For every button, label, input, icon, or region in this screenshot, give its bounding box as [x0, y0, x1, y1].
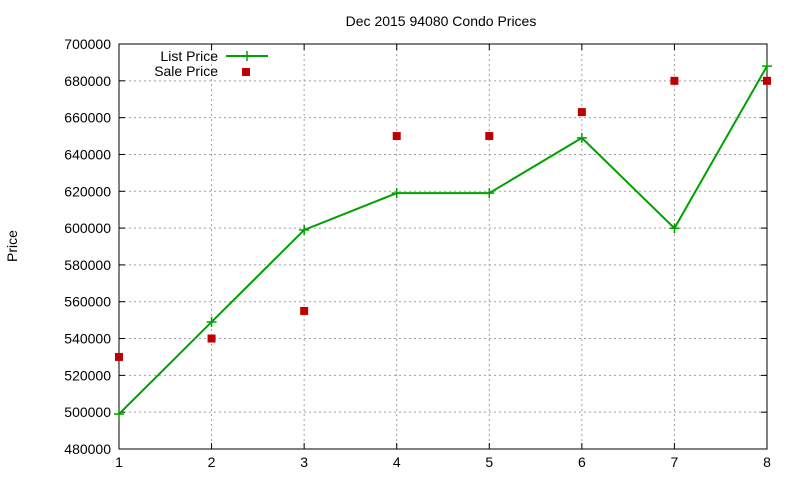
x-tick-label: 6 [578, 454, 586, 470]
x-tick-label: 4 [393, 454, 401, 470]
legend-label-sale-price: Sale Price [154, 63, 218, 79]
list-price-point [299, 224, 310, 235]
legend-marker-list-price [242, 51, 252, 61]
x-tick-label: 2 [208, 454, 216, 470]
list-price-point [669, 223, 680, 234]
list-price-point [114, 409, 124, 420]
sale-price-point [392, 132, 401, 141]
sale-price-point [577, 108, 586, 117]
y-tick-label: 660000 [64, 110, 111, 126]
y-tick-label: 560000 [64, 294, 111, 310]
series-1 [115, 76, 771, 361]
x-tick-label: 1 [115, 454, 123, 470]
plot-frame [118, 43, 768, 450]
list-price-point [484, 188, 495, 199]
y-tick-label: 620000 [64, 183, 111, 199]
sale-price-point [670, 76, 679, 85]
y-axis-label: Price [4, 230, 20, 262]
sale-price-point [115, 352, 123, 361]
x-tick-label: 7 [671, 454, 679, 470]
x-tick-label: 3 [300, 454, 308, 470]
sale-price-point [300, 306, 309, 315]
x-tick-label: 8 [763, 454, 771, 470]
y-tick-label: 600000 [64, 220, 111, 236]
y-tick-label: 640000 [64, 146, 111, 162]
y-tick-label: 700000 [64, 36, 111, 52]
axis-layer: 480000 500000 520000 540000 560000 580000 6000… [64, 36, 771, 470]
legend-marker-sale-price [242, 68, 250, 76]
list-price-point [762, 61, 772, 72]
list-price-point [576, 132, 587, 143]
legend-label-list-price: List Price [160, 48, 218, 64]
legend: List Price Sale Price [154, 48, 268, 79]
chart-title: Dec 2015 94080 Condo Prices [346, 13, 537, 29]
y-tick-label: 480000 [64, 441, 111, 457]
list-price-point [391, 188, 402, 199]
y-tick-label: 500000 [64, 404, 111, 420]
series-0 [114, 61, 772, 420]
y-tick-label: 680000 [64, 73, 111, 89]
list-price-point [206, 316, 217, 327]
y-tick-label: 540000 [64, 331, 111, 347]
x-tick-label: 5 [485, 454, 493, 470]
list-price-line [118, 65, 768, 415]
series-layer [114, 61, 772, 420]
sale-price-point [763, 76, 771, 85]
grid-layer [119, 44, 767, 449]
sale-price-point [207, 334, 216, 343]
sale-price-point [485, 132, 494, 141]
y-tick-label: 520000 [64, 367, 111, 383]
y-tick-label: 580000 [64, 257, 111, 273]
